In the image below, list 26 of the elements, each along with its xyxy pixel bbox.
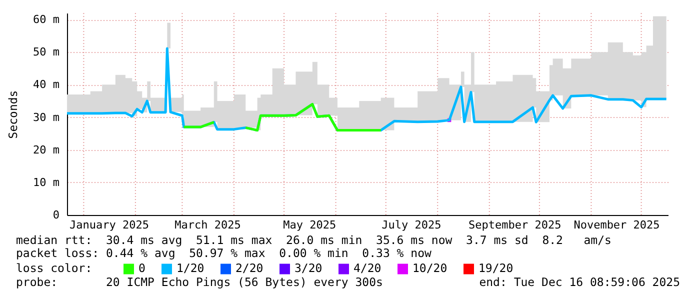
legend-label: 3/20 — [294, 261, 322, 276]
text: packet loss: 0.44 % avg 50.97 % max 0.00 % min 0.33 % now — [16, 246, 432, 260]
legend-title: loss color: — [16, 261, 92, 275]
legend-label: 4/20 — [354, 261, 382, 276]
text: end: Tue Dec 16 08:59:06 2025 — [479, 275, 680, 289]
x-tick-label: May 2025 — [283, 218, 336, 232]
legend-label: 0 — [138, 261, 146, 276]
legend-label: 10/20 — [412, 261, 448, 276]
y-tick-label: 60 m — [33, 13, 60, 26]
y-axis-title: Seconds — [6, 90, 20, 139]
legend-label: 2/20 — [236, 261, 264, 276]
x-tick-label: September 2025 — [468, 218, 562, 232]
legend-label: 19/20 — [478, 261, 514, 276]
y-tick-label: 30 m — [33, 110, 60, 124]
y-tick-label: 50 m — [33, 46, 60, 59]
x-tick-label: January 2025 — [69, 218, 149, 232]
x-tick-label: November 2025 — [574, 218, 660, 232]
x-tick-label: March 2025 — [174, 218, 241, 232]
y-tick-label: 40 m — [33, 78, 60, 92]
text: median rtt: 30.4 ms avg 51.1 ms max 26.0 ms min 35.6 ms now 3.7 ms sd 8.2 am/s — [16, 233, 612, 247]
legend-label: 1/20 — [176, 261, 204, 276]
y-tick-label: 10 m — [33, 176, 60, 189]
x-tick-label: July 2025 — [382, 218, 442, 232]
text: probe: 20 ICMP Echo Pings (56 Bytes) every 300s — [16, 275, 383, 289]
y-tick-label: 0 — [52, 208, 60, 222]
y-tick-label: 20 m — [33, 143, 60, 156]
